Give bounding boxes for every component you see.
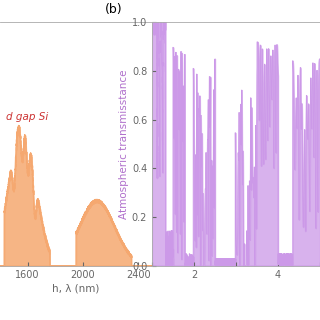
Y-axis label: Atmospheric transmisstance: Atmospheric transmisstance — [119, 69, 129, 219]
X-axis label: h, λ (nm): h, λ (nm) — [52, 283, 100, 293]
Text: (b): (b) — [105, 3, 123, 16]
Text: d gap Si: d gap Si — [6, 112, 48, 122]
